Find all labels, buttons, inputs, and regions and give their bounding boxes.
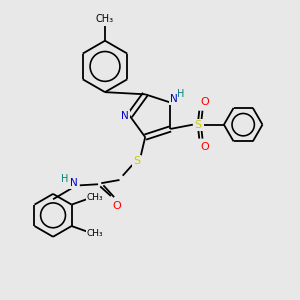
Text: CH₃: CH₃ [87, 193, 104, 202]
Text: CH₃: CH₃ [96, 14, 114, 24]
Text: H: H [61, 174, 68, 184]
Text: O: O [200, 142, 209, 152]
Text: N: N [122, 111, 129, 121]
Text: CH₃: CH₃ [87, 229, 104, 238]
Text: N: N [170, 94, 177, 104]
Text: O: O [112, 201, 121, 211]
Text: H: H [177, 89, 185, 99]
Text: S: S [195, 120, 202, 130]
Text: S: S [133, 156, 140, 166]
Text: O: O [200, 97, 209, 107]
Text: N: N [70, 178, 77, 188]
